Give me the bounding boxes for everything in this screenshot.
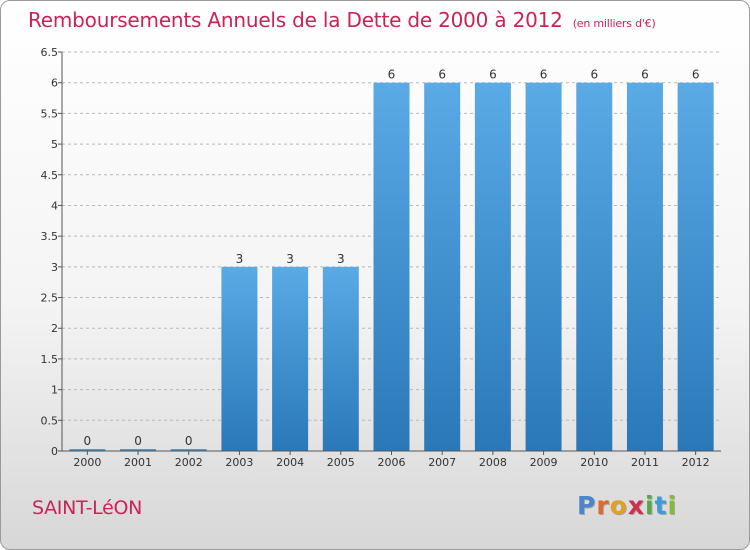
bar-2004 <box>272 266 309 451</box>
bar-2009 <box>525 82 562 451</box>
x-tick-label-2011: 2011 <box>631 456 659 469</box>
logo-letter: i <box>645 491 655 520</box>
bar-2002 <box>170 449 207 451</box>
bar-2005 <box>322 266 359 451</box>
data-label-2004: 3 <box>286 252 294 266</box>
data-label-2009: 6 <box>540 68 548 82</box>
bar-2000 <box>69 449 106 451</box>
x-tick-label-2007: 2007 <box>428 456 456 469</box>
x-tick-label-2012: 2012 <box>682 456 710 469</box>
logo-letter: o <box>609 491 628 520</box>
y-tick-label: 6.5 <box>41 46 59 59</box>
bar-2006 <box>373 82 410 451</box>
x-tick-label-2010: 2010 <box>580 456 608 469</box>
x-tick-label-2000: 2000 <box>73 456 101 469</box>
chart-subtitle: (en milliers d'€) <box>572 17 656 30</box>
data-label-2007: 6 <box>438 68 446 82</box>
y-tick-label: 1.5 <box>41 353 59 366</box>
labels: 0 0.5 1 1.5 2 2.5 3 3.5 4 4.5 5 5.5 6 6.5 0 2000 0 2001 0 2… <box>41 46 710 469</box>
data-label-2005: 3 <box>337 252 345 266</box>
grid <box>62 51 721 421</box>
y-tick-label: 6 <box>51 77 58 90</box>
proxiti-logo: Proxiti <box>577 491 677 520</box>
y-tick-label: 2 <box>51 322 58 335</box>
x-tick-label-2005: 2005 <box>327 456 355 469</box>
data-label-2006: 6 <box>388 68 396 82</box>
data-label-2008: 6 <box>489 68 497 82</box>
y-tick-label: 5 <box>51 138 58 151</box>
y-tick-label: 0.5 <box>41 414 59 427</box>
x-tick-label-2002: 2002 <box>175 456 203 469</box>
chart-title: Remboursements Annuels de la Dette de 20… <box>28 8 656 32</box>
bar-2011 <box>626 82 663 451</box>
x-tick-label-2008: 2008 <box>479 456 507 469</box>
logo-letter: r <box>596 491 610 520</box>
logo-letter: i <box>667 491 678 520</box>
y-tick-label: 4.5 <box>41 169 59 182</box>
bar-2010 <box>576 82 613 451</box>
x-tick-label-2006: 2006 <box>378 456 406 469</box>
bar-2008 <box>474 82 511 451</box>
x-tick-label-2004: 2004 <box>276 456 304 469</box>
data-label-2000: 0 <box>84 434 92 448</box>
y-tick-label: 1 <box>51 384 58 397</box>
y-tick-label: 3.5 <box>41 230 59 243</box>
data-label-2002: 0 <box>185 434 193 448</box>
bar-2003 <box>221 266 258 451</box>
data-label-2003: 3 <box>236 252 244 266</box>
y-tick-label: 2.5 <box>41 292 59 305</box>
data-label-2010: 6 <box>590 68 598 82</box>
logo-letter: P <box>577 491 597 520</box>
y-tick-label: 4 <box>51 199 58 212</box>
logo-letter: t <box>654 491 668 520</box>
bars <box>69 82 714 451</box>
bar-2001 <box>120 449 157 451</box>
data-label-2001: 0 <box>134 434 142 448</box>
logo-letter: x <box>627 491 645 520</box>
y-tick-label: 3 <box>51 261 58 274</box>
bar-2007 <box>424 82 461 451</box>
data-label-2011: 6 <box>641 68 649 82</box>
axes <box>58 51 721 455</box>
x-tick-label-2009: 2009 <box>530 456 558 469</box>
commune-name: SAINT-LéON <box>32 497 143 519</box>
x-tick-label-2003: 2003 <box>225 456 253 469</box>
x-tick-label-2001: 2001 <box>124 456 152 469</box>
bar-2012 <box>677 82 714 451</box>
y-tick-label: 0 <box>51 445 58 458</box>
chart-title-text: Remboursements Annuels de la Dette de 20… <box>28 8 563 32</box>
y-tick-label: 5.5 <box>41 107 59 120</box>
data-label-2012: 6 <box>692 68 700 82</box>
